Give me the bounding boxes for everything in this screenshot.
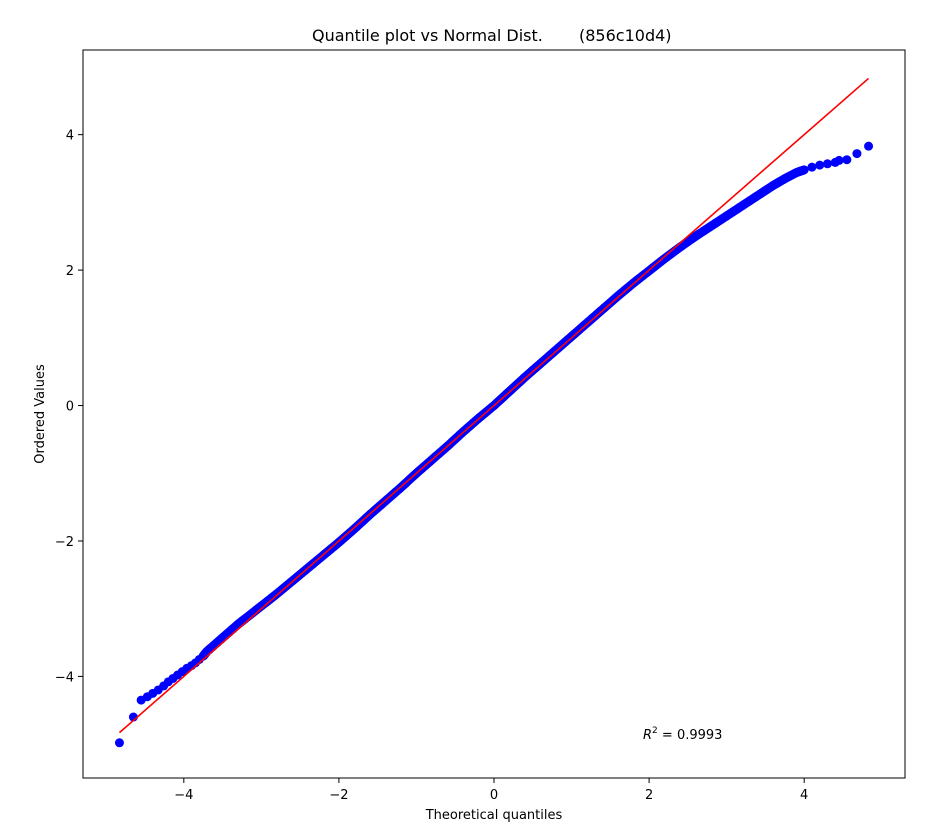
data-point <box>842 155 852 165</box>
data-point <box>852 149 862 159</box>
x-tick-label: 2 <box>645 788 653 803</box>
data-point <box>114 738 124 748</box>
data-point <box>815 160 825 170</box>
y-axis-label: Ordered Values <box>33 364 48 464</box>
r-squared-exponent: 2 <box>652 726 658 736</box>
chart-title: Quantile plot vs Normal Dist. <box>312 26 543 45</box>
data-point <box>807 162 817 172</box>
r-squared-symbol: R <box>643 728 652 743</box>
data-point <box>834 155 844 165</box>
x-tick-label: −4 <box>174 788 193 803</box>
y-tick-label: 2 <box>66 264 74 279</box>
r-squared-annotation: R2 = 0.9993 <box>643 726 722 743</box>
x-tick-label: −2 <box>329 788 348 803</box>
r-squared-value: = 0.9993 <box>658 728 723 743</box>
y-tick-label: 0 <box>66 400 74 415</box>
data-point <box>799 165 809 175</box>
y-tick-label: 4 <box>66 129 74 144</box>
plot-frame <box>82 49 906 779</box>
sample-quantile-points <box>114 141 874 748</box>
x-tick-label: 0 <box>490 788 498 803</box>
y-tick-label: −4 <box>55 670 74 685</box>
x-tick-label: 4 <box>800 788 808 803</box>
x-axis-label: Theoretical quantiles <box>425 808 563 823</box>
reference-fit-line <box>118 77 870 734</box>
data-point <box>822 159 832 169</box>
data-point <box>864 141 874 151</box>
y-tick-label: −2 <box>55 535 74 550</box>
chart-title-suffix: (856c10d4) <box>579 26 672 45</box>
